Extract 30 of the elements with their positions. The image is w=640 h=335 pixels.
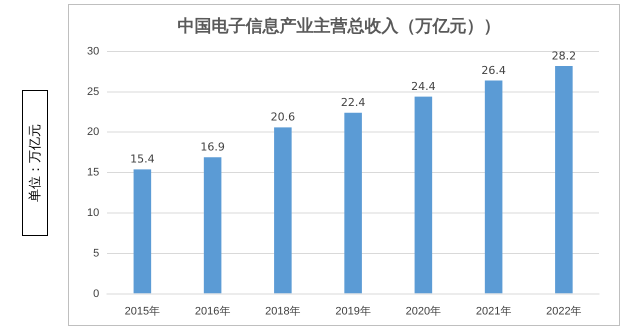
data-label: 24.4: [411, 80, 436, 94]
y-tick-label: 0: [93, 288, 100, 300]
y-tick-label: 10: [86, 207, 100, 220]
bar: [274, 127, 292, 294]
data-label: 15.4: [130, 152, 155, 166]
y-tick-label: 5: [93, 247, 100, 260]
bar: [344, 112, 362, 294]
data-label: 28.2: [552, 49, 576, 62]
bar: [484, 80, 502, 294]
x-tick-label: 2015年: [124, 305, 160, 318]
y-tick-label: 25: [86, 86, 100, 98]
bar: [555, 66, 573, 294]
y-tick-label: 30: [86, 45, 100, 58]
x-tick-label: 2021年: [476, 305, 512, 318]
chart-title: 中国电子信息产业主营总收入（万亿元））: [178, 16, 500, 37]
x-tick-label: 2018年: [265, 305, 301, 318]
y-tick-label: 20: [86, 126, 100, 138]
data-label: 20.6: [270, 110, 296, 124]
bar: [414, 96, 432, 294]
y-axis-title: 单位：万亿元: [27, 124, 44, 202]
x-tick-label: 2016年: [194, 305, 230, 318]
data-label: 22.4: [340, 96, 366, 110]
bar: [204, 157, 222, 294]
x-tick-label: 2019年: [335, 305, 371, 318]
x-tick-label: 2020年: [406, 305, 442, 318]
data-label: 26.4: [481, 64, 506, 77]
data-label: 16.9: [200, 140, 225, 154]
bar: [134, 169, 152, 294]
y-tick-label: 15: [86, 166, 100, 179]
x-tick-label: 2022年: [546, 305, 582, 318]
